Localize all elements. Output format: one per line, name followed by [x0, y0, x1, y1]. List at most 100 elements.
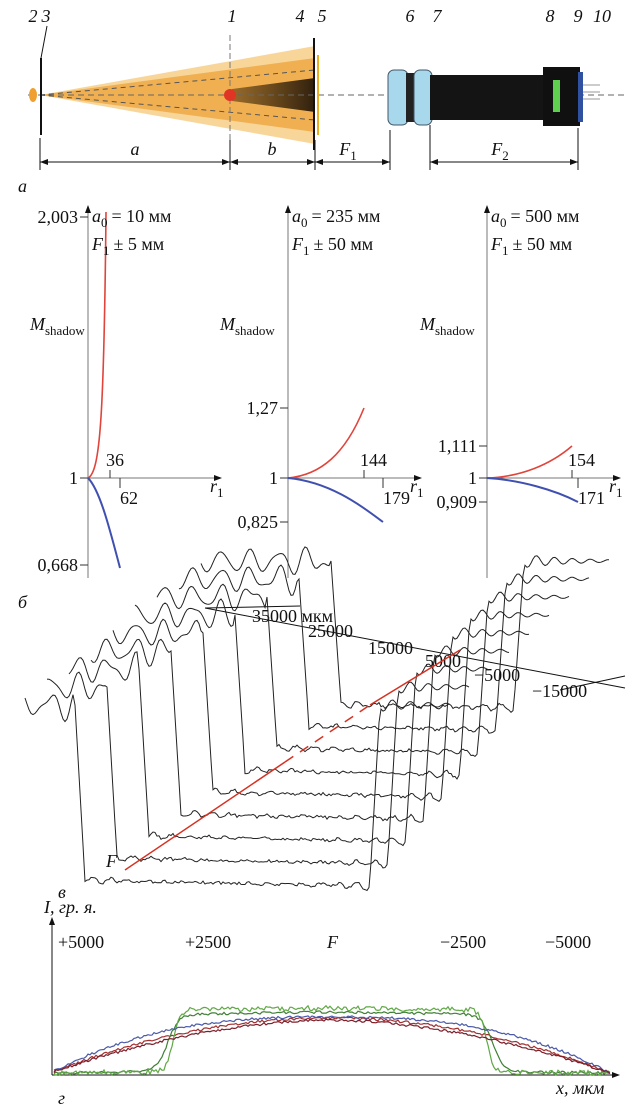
- arrow-head: [307, 159, 315, 165]
- y-tick-label: 0,825: [238, 512, 279, 532]
- y-tick-label: 1: [269, 468, 278, 488]
- legend-label: +5000: [58, 932, 104, 952]
- parameter-a0: a0= 10 мм: [92, 206, 171, 230]
- y-axis-label-sub: shadow: [235, 323, 275, 338]
- page: {"scheme": {"caption": "а", "parts": ["2…: [0, 0, 637, 1110]
- part-number: 10: [593, 6, 611, 26]
- panel-caption: г: [58, 1088, 65, 1108]
- arrow-head: [40, 159, 48, 165]
- x-tick-label: 171: [578, 488, 605, 508]
- leader: [41, 26, 47, 58]
- x-axis-label: r1: [410, 476, 424, 500]
- y-tick-label: 1,111: [438, 436, 477, 456]
- object-sphere: [224, 89, 236, 101]
- y-tick-label: 2,003: [38, 207, 79, 227]
- x-tick-label: 36: [106, 450, 124, 470]
- profile-curve: [54, 1017, 610, 1073]
- figure: 23145678910abF1F2а2,00310,6683662a0= 10 …: [0, 0, 637, 1110]
- lens: [414, 70, 432, 125]
- parameter-a0-rest: = 235 мм: [312, 206, 381, 226]
- source: [29, 88, 37, 102]
- y-axis-label: Mshadow: [419, 314, 475, 338]
- curve-red: [487, 446, 572, 478]
- parameter-f1-rest: ± 50 мм: [513, 234, 573, 254]
- dimension-label: F2: [490, 139, 509, 163]
- parameter-a0-rest: = 500 мм: [511, 206, 580, 226]
- filter: [553, 80, 560, 112]
- x-axis-label: r1: [210, 476, 224, 500]
- dimension-label: F1: [338, 139, 357, 163]
- arrow-head: [49, 917, 55, 925]
- panel-caption: б: [18, 592, 28, 612]
- arrow-head: [222, 159, 230, 165]
- part-number: 9: [574, 6, 583, 26]
- part-number: 3: [41, 6, 51, 26]
- y-tick-label: 1: [468, 468, 477, 488]
- curve-blue: [88, 478, 120, 568]
- x-tick-label: 179: [383, 488, 410, 508]
- parameter-f1-rest: ± 5 мм: [114, 234, 165, 254]
- y-tick-label: 0,668: [38, 555, 79, 575]
- arrow-head: [612, 1072, 620, 1078]
- y-axis-label: Mshadow: [29, 314, 85, 338]
- legend-label: −2500: [440, 932, 486, 952]
- legend-label: F: [326, 932, 339, 952]
- parameter-a0-main: a: [292, 206, 301, 226]
- focus-line: [370, 650, 460, 705]
- parameter-a0-rest: = 10 мм: [112, 206, 172, 226]
- x-axis-label: r1: [609, 476, 623, 500]
- profile-curve: [54, 1011, 610, 1074]
- y-tick-label: 1: [69, 468, 78, 488]
- sensor: [578, 72, 583, 122]
- distance-label: −5000: [474, 665, 520, 685]
- y-axis-label-main: M: [29, 314, 46, 334]
- y-axis-label-main: M: [419, 314, 436, 334]
- parameter-f1-rest: ± 50 мм: [314, 234, 374, 254]
- parameter-a0: a0 = 235 мм: [292, 206, 380, 230]
- x-axis-label-sub: 1: [217, 485, 224, 500]
- parameter-f1-sub: 1: [103, 243, 110, 258]
- y-axis-label: I, гр. я.: [43, 897, 97, 917]
- parameter-f1-sub: 1: [502, 243, 509, 258]
- panel-caption: а: [18, 176, 27, 196]
- x-axis-label-sub: 1: [616, 485, 623, 500]
- x-axis-label-sub: 1: [417, 485, 424, 500]
- part-number: 6: [406, 6, 415, 26]
- arrow-head: [230, 159, 238, 165]
- part-number: 1: [228, 6, 237, 26]
- curve-blue: [288, 478, 383, 522]
- parameter-a0-main: a: [491, 206, 500, 226]
- dimension-label-sub: 2: [502, 148, 509, 163]
- profile-curve: [54, 1019, 610, 1073]
- part-number: 7: [433, 6, 443, 26]
- parameter-f1: F1± 50 мм: [490, 234, 572, 258]
- legend-label: −5000: [545, 932, 591, 952]
- curve-blue: [487, 478, 578, 502]
- intensity-trace: [113, 619, 529, 801]
- dimension-label: b: [268, 139, 277, 159]
- optical-scheme: [28, 26, 625, 170]
- legend-label: +2500: [185, 932, 231, 952]
- parameter-a0-sub: 0: [301, 215, 308, 230]
- parameter-a0-sub: 0: [500, 215, 507, 230]
- x-tick-label: 62: [120, 488, 138, 508]
- part-number: 8: [546, 6, 555, 26]
- y-tick-label: 1,27: [247, 398, 279, 418]
- y-axis-label-sub: shadow: [435, 323, 475, 338]
- x-tick-label: 144: [360, 450, 387, 470]
- arrow-head: [430, 159, 438, 165]
- dimension-label-main: a: [131, 139, 140, 159]
- arrow-head: [570, 159, 578, 165]
- parameter-a0-main: a: [92, 206, 101, 226]
- y-tick-label: 0,909: [437, 492, 478, 512]
- parameter-f1: F1± 5 мм: [91, 234, 164, 258]
- camera: [543, 67, 580, 126]
- dimension-label-sub: 1: [350, 148, 357, 163]
- arrow-head: [382, 159, 390, 165]
- parameter-a0: a0 = 500 мм: [491, 206, 579, 230]
- y-axis-label-main: M: [219, 314, 236, 334]
- distance-label: 15000: [368, 638, 413, 658]
- y-axis-label-sub: shadow: [45, 323, 85, 338]
- focus-label: F: [105, 851, 118, 871]
- dimension-label-main: b: [268, 139, 277, 159]
